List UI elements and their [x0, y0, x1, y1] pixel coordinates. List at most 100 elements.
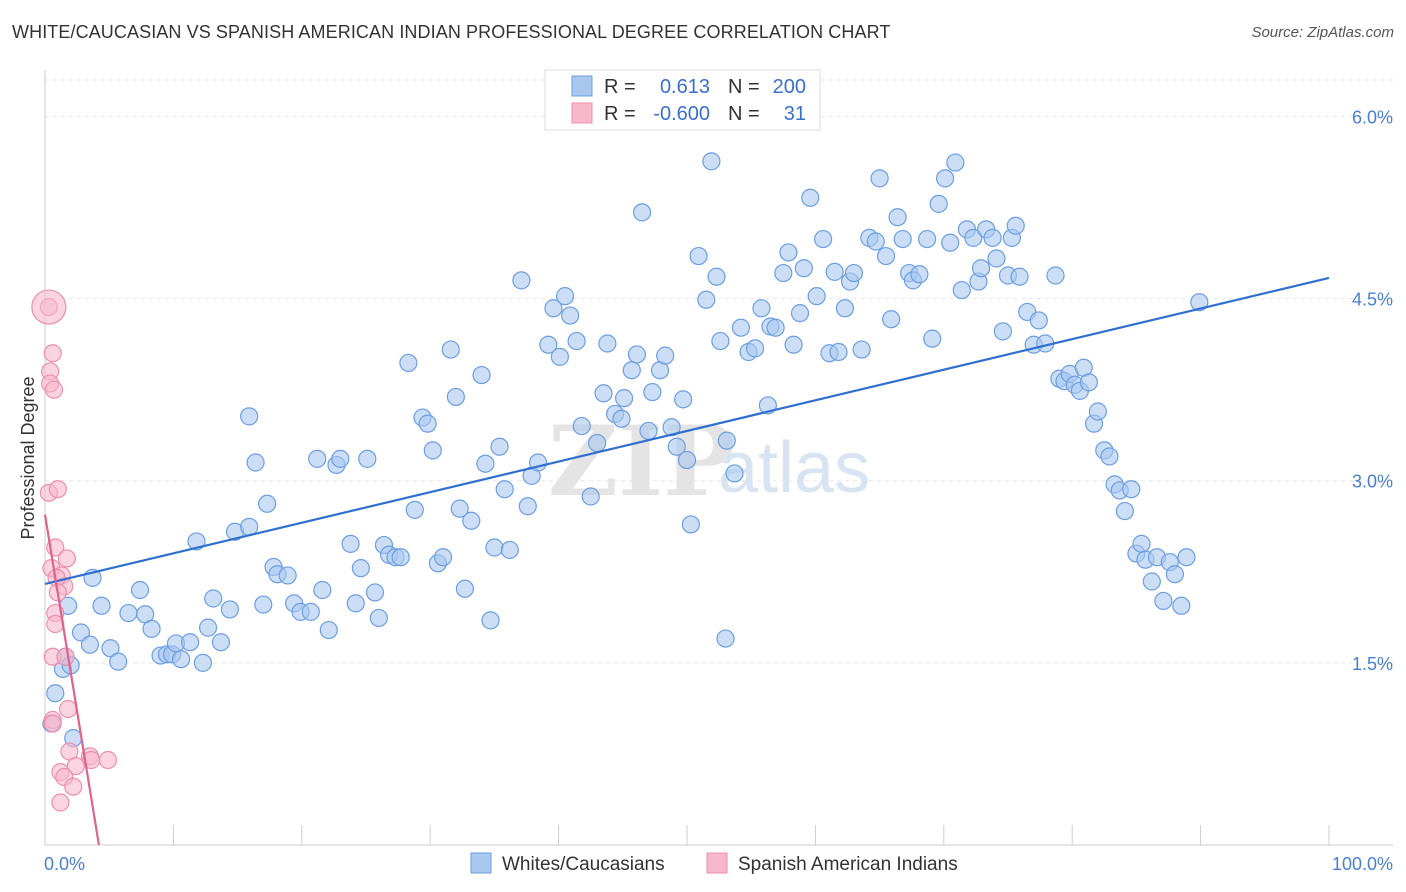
whites-point [643, 382, 662, 402]
whites-point [779, 243, 798, 262]
whites-point [518, 497, 537, 516]
whites-point [399, 353, 418, 373]
whites-point [1154, 591, 1173, 611]
y-tick-label: 6.0% [1352, 107, 1393, 127]
y-tick-label: 3.0% [1352, 472, 1393, 492]
whites-point [254, 595, 273, 614]
whites-point [351, 559, 370, 578]
whites-point [101, 639, 120, 658]
whites-point [278, 566, 297, 585]
whites-point [677, 450, 697, 470]
whites-point [774, 263, 793, 283]
whites-point [689, 246, 708, 266]
bottom-legend-label-spanish: Spanish American Indians [738, 854, 958, 875]
whites-point [807, 287, 826, 306]
whites-point [1132, 534, 1151, 553]
whites-point [572, 416, 591, 436]
whites-point [794, 259, 813, 278]
whites-point [622, 361, 641, 380]
spanish-american-indian-point [43, 714, 62, 733]
whites-point [369, 608, 388, 628]
spanish-american-indian-point [64, 777, 83, 796]
source-label: Source: ZipAtlas.com [1251, 24, 1394, 41]
whites-point [472, 365, 491, 385]
whites-point [1100, 447, 1119, 466]
whites-trend-line [44, 276, 1330, 585]
whites-point [825, 262, 844, 281]
whites-point [313, 580, 332, 600]
whites-point [627, 345, 647, 364]
whites-point [495, 480, 514, 499]
whites-caucasians-points [42, 94, 1209, 748]
spanish-american-indian-point [66, 756, 85, 776]
whites-point [702, 152, 721, 171]
spanish-american-indian-point [51, 793, 70, 812]
spanish-american-indian-point [98, 750, 118, 770]
whites-point [766, 318, 785, 337]
whites-point [109, 652, 128, 671]
whites-point [561, 306, 580, 325]
whites-point [220, 600, 239, 619]
whites-point [598, 334, 617, 353]
y-tick-label: 1.5% [1352, 654, 1393, 674]
whites-point [550, 347, 569, 366]
whites-point [512, 271, 531, 290]
whites-point [662, 418, 681, 437]
whites-point [341, 534, 360, 553]
whites-point [667, 437, 686, 456]
legend-box: R = 0.613 N = 200 R = -0.600 N = 31 [544, 69, 821, 131]
whites-point [946, 153, 965, 172]
whites-point [358, 449, 377, 468]
whites-point [876, 246, 896, 266]
whites-point [319, 620, 338, 640]
whites-point [198, 618, 218, 637]
whites-point [405, 500, 424, 519]
whites-point [870, 169, 889, 188]
whites-point [500, 540, 519, 560]
legend-n-value-1: 200 [773, 76, 806, 98]
whites-point [301, 602, 320, 621]
whites-point [193, 653, 213, 672]
whites-point [632, 203, 652, 222]
whites-point [910, 265, 929, 284]
legend-r-value-1: 0.613 [660, 76, 710, 98]
whites-point [829, 342, 848, 362]
whites-point [446, 387, 465, 407]
whites-point [612, 409, 631, 428]
bottom-legend-swatch-blue [470, 852, 492, 874]
whites-point [258, 494, 277, 513]
legend-n-value-2: 31 [784, 103, 806, 125]
whites-point [852, 340, 871, 359]
whites-point [1172, 596, 1191, 615]
whites-point [308, 449, 327, 468]
legend-n-label-2: N = [728, 103, 760, 125]
whites-point [844, 263, 864, 283]
whites-point [639, 421, 658, 441]
whites-point [1006, 216, 1025, 235]
whites-point [784, 335, 803, 354]
whites-point [716, 629, 735, 648]
whites-point [142, 619, 161, 638]
whites-point [1122, 480, 1141, 499]
legend-r-value-2: -0.600 [653, 103, 710, 125]
bottom-legend-swatch-pink [706, 852, 728, 874]
whites-point [594, 384, 613, 403]
whites-point [331, 449, 350, 468]
whites-point [674, 390, 693, 409]
whites-point [80, 635, 100, 654]
y-axis-label: Professional Degree [18, 376, 38, 539]
whites-point [418, 414, 437, 433]
whites-point [71, 623, 91, 642]
whites-point [462, 511, 481, 530]
spanish-american-indians-points [31, 289, 118, 812]
whites-point [1079, 373, 1098, 392]
whites-point [172, 650, 191, 669]
chart-title: WHITE/CAUCASIAN VS SPANISH AMERICAN INDI… [12, 22, 891, 42]
whites-point [893, 229, 912, 249]
legend-r-label-1: R = [604, 76, 636, 98]
legend-swatch-blue [571, 75, 593, 97]
whites-point [130, 580, 150, 600]
whites-point [952, 280, 971, 300]
whites-point [119, 603, 138, 623]
